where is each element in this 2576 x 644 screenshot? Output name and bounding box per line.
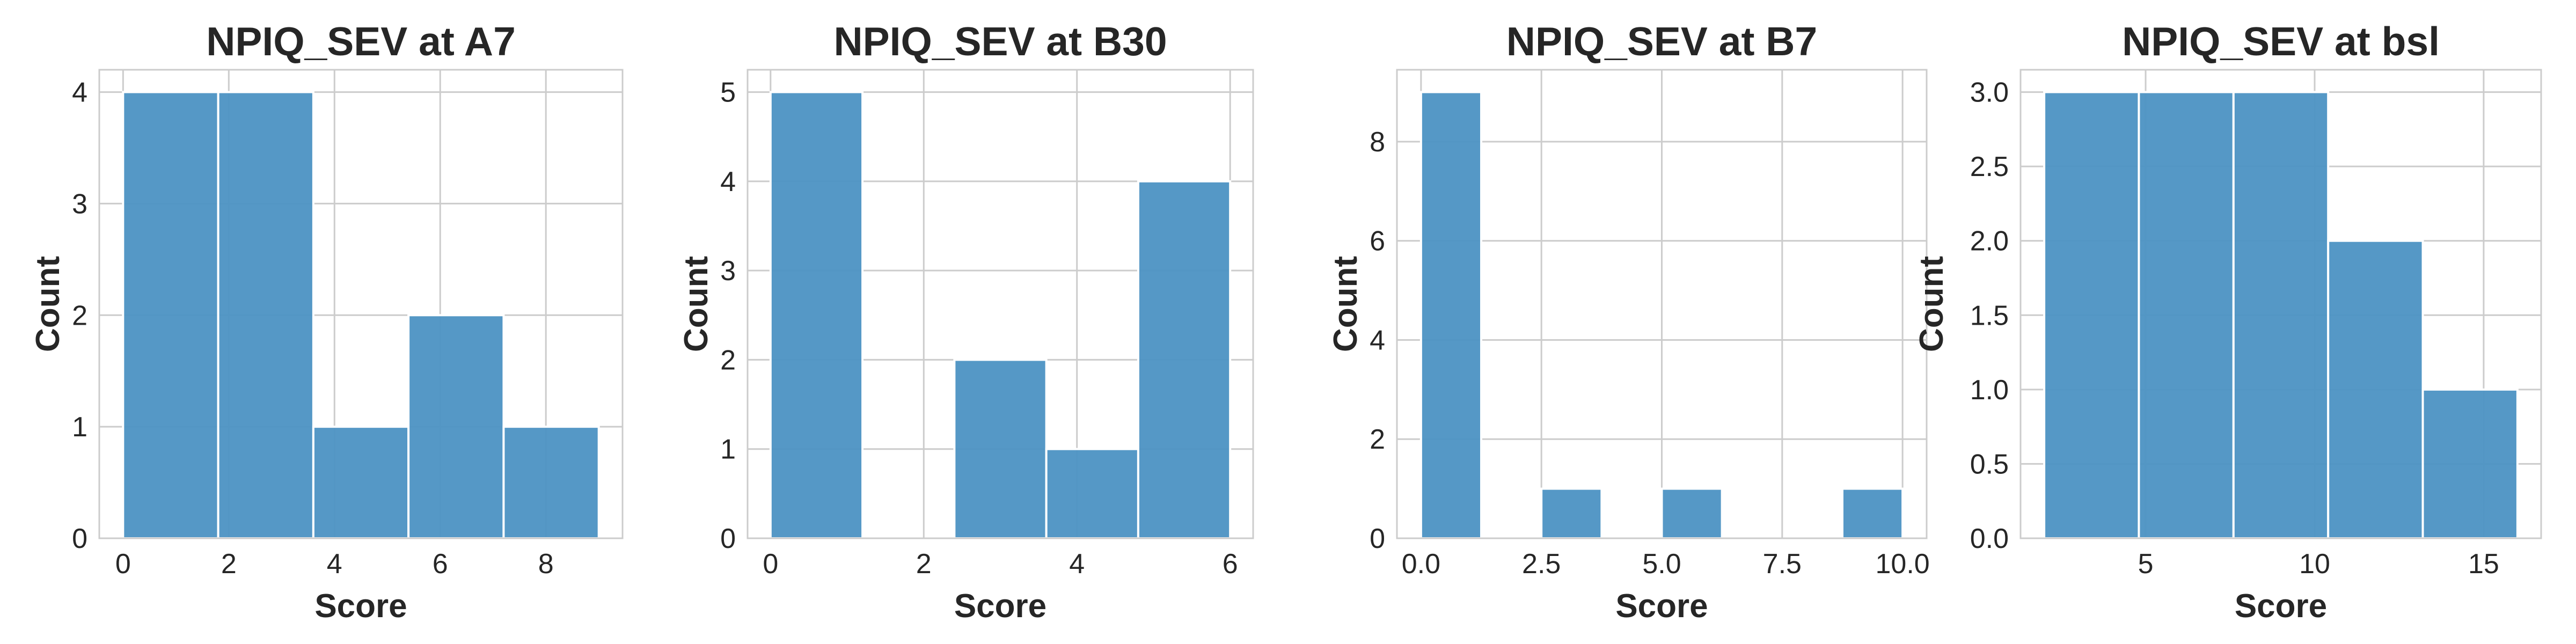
- x-tick-label: 5: [2138, 548, 2154, 580]
- y-tick-label: 2: [720, 345, 736, 376]
- histogram-bar: [1045, 448, 1139, 540]
- chart-title: NPIQ_SEV at B7: [1506, 19, 1817, 64]
- x-tick-label: 5.0: [1642, 548, 1681, 580]
- histogram-bar: [217, 91, 314, 540]
- histogram-bar: [1540, 487, 1603, 539]
- y-tick-label: 4: [1370, 325, 1385, 356]
- histogram-bar: [1660, 487, 1723, 539]
- y-tick-label: 2: [72, 300, 87, 331]
- histogram-bar: [122, 91, 219, 540]
- x-tick-label: 4: [1069, 548, 1085, 580]
- y-tick-label: 6: [1370, 226, 1385, 257]
- chart-panel-3: 0.0 2.5 5.0 7.5 10.0 0 2 4 6 8 NPIQ_SEV at B7 Score…: [1327, 19, 1930, 625]
- histogram-bar: [312, 426, 410, 540]
- histogram-bar: [502, 426, 600, 540]
- x-tick-label: 8: [538, 548, 554, 580]
- histogram-bar: [2043, 91, 2140, 540]
- y-tick-label: 0: [720, 523, 736, 554]
- histogram-bar: [953, 358, 1048, 540]
- x-tick-label: 6: [1223, 548, 1238, 580]
- histogram-bar: [2327, 239, 2424, 539]
- y-axis-label: Count: [1913, 256, 1950, 352]
- histogram-bar: [2232, 91, 2330, 540]
- histogram-bar: [407, 314, 505, 539]
- x-tick-label: 7.5: [1763, 548, 1802, 580]
- y-tick-label: 3: [72, 188, 87, 219]
- y-tick-label: 3: [720, 255, 736, 287]
- y-tick-label: 1.0: [1970, 375, 2009, 406]
- y-tick-label: 8: [1370, 127, 1385, 158]
- x-axis-label: Score: [954, 588, 1046, 625]
- x-tick-label: 2: [221, 548, 237, 580]
- chart-title: NPIQ_SEV at A7: [206, 19, 516, 64]
- x-axis-label: Score: [1615, 588, 1708, 625]
- y-tick-label: 2.5: [1970, 151, 2009, 182]
- chart-title: NPIQ_SEV at B30: [833, 19, 1167, 64]
- x-tick-label: 15: [2468, 548, 2499, 580]
- x-tick-label: 4: [327, 548, 342, 580]
- histogram-bar: [1419, 91, 1483, 540]
- x-tick-label: 2.5: [1522, 548, 1561, 580]
- y-tick-label: 1: [72, 412, 87, 443]
- y-axis-label: Count: [678, 256, 715, 352]
- x-tick-label: 6: [433, 548, 448, 580]
- y-axis-label: Count: [1327, 256, 1364, 352]
- y-tick-label: 4: [720, 166, 736, 197]
- chart-title: NPIQ_SEV at bsl: [2122, 19, 2440, 64]
- histogram-bar: [1841, 487, 1904, 539]
- y-tick-label: 1.5: [1970, 300, 2009, 331]
- y-tick-label: 2.0: [1970, 226, 2009, 257]
- x-tick-label: 2: [916, 548, 932, 580]
- x-tick-label: 0: [763, 548, 778, 580]
- y-tick-label: 0: [1370, 523, 1385, 554]
- y-tick-label: 1: [720, 434, 736, 465]
- chart-panel-2: 0 2 4 6 0 1 2 3 4 5 NPIQ_SEV at B30 Score Count: [678, 19, 1254, 625]
- chart-panel-4: 5 10 15 0.0 0.5 1.0 1.5 2.0 2.5 3.0 NPIQ_SEV at bs…: [1913, 19, 2542, 625]
- histogram-bar: [769, 91, 864, 540]
- y-tick-label: 2: [1370, 424, 1385, 455]
- histogram-bar: [2421, 388, 2519, 539]
- y-tick-label: 5: [720, 77, 736, 108]
- y-tick-label: 4: [72, 77, 87, 108]
- axes-frame: [2019, 69, 2542, 539]
- chart-panel-1: 0 2 4 6 8 0 1 2 3 4 NPIQ_SEV at A7 Score Count: [30, 19, 624, 625]
- y-tick-label: 0.5: [1970, 449, 2009, 480]
- x-axis-label: Score: [2235, 588, 2327, 625]
- x-tick-label: 10: [2299, 548, 2330, 580]
- x-tick-label: 0: [115, 548, 131, 580]
- axes-frame: [747, 69, 1254, 539]
- y-axis-label: Count: [30, 256, 67, 352]
- x-tick-label: 10.0: [1876, 548, 1930, 580]
- x-axis-label: Score: [314, 588, 407, 625]
- axes-frame: [98, 69, 624, 539]
- x-tick-label: 0.0: [1402, 548, 1440, 580]
- y-tick-label: 0.0: [1970, 523, 2009, 554]
- y-tick-label: 3.0: [1970, 77, 2009, 108]
- histogram-bar: [1137, 180, 1232, 540]
- y-tick-label: 0: [72, 523, 87, 554]
- axes-frame: [1396, 69, 1928, 539]
- histogram-bar: [2138, 91, 2235, 540]
